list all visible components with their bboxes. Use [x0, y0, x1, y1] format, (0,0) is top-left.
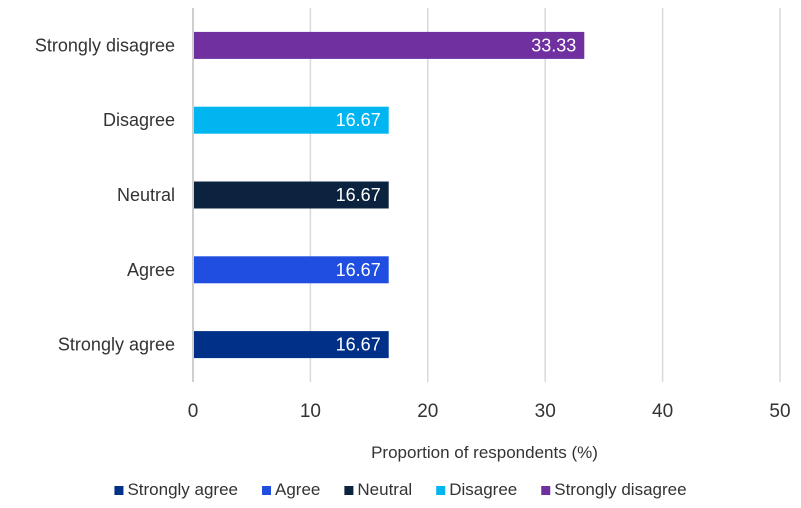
- x-tick-label-10: 10: [300, 401, 321, 422]
- x-tick-labels: 0 10 20 30 40 50: [188, 401, 791, 422]
- data-label-disagree: 16.67: [336, 110, 381, 130]
- category-label-strongly-disagree: Strongly disagree: [35, 35, 175, 55]
- bar-agree: [194, 256, 389, 284]
- category-label-agree: Agree: [127, 260, 175, 280]
- category-label-disagree: Disagree: [103, 110, 175, 130]
- bar-disagree: [194, 106, 389, 134]
- category-label-strongly-agree: Strongly agree: [58, 335, 175, 355]
- legend-item-disagree: Disagree: [436, 480, 517, 499]
- x-tick-label-40: 40: [652, 401, 673, 422]
- legend-swatch-agree: [262, 486, 272, 495]
- legend-label-neutral: Neutral: [357, 480, 412, 499]
- data-label-neutral: 16.67: [336, 185, 381, 205]
- legend-label-strongly-disagree: Strongly disagree: [554, 480, 686, 499]
- x-tick-label-0: 0: [188, 401, 199, 422]
- legend-item-agree: Agree: [262, 480, 320, 499]
- legend-item-strongly-agree: Strongly agree: [114, 480, 238, 499]
- data-label-strongly-disagree: 33.33: [531, 35, 576, 55]
- legend: Strongly agree Agree Neutral Disagree Strong…: [114, 480, 687, 499]
- bar-strongly-agree: [194, 331, 389, 359]
- legend-label-strongly-agree: Strongly agree: [127, 480, 238, 499]
- legend-item-neutral: Neutral: [344, 480, 412, 499]
- category-labels: Strongly agree Agree Neutral Disagree Strong…: [35, 35, 175, 354]
- legend-item-strongly-disagree: Strongly disagree: [541, 480, 687, 499]
- bar-neutral: [194, 181, 389, 209]
- bar-strongly-disagree: [194, 31, 585, 59]
- data-label-strongly-agree: 16.67: [336, 335, 381, 355]
- x-axis-title: Proportion of respondents (%): [371, 443, 598, 462]
- legend-swatch-disagree: [436, 486, 446, 495]
- legend-swatch-strongly-disagree: [541, 486, 551, 495]
- legend-label-disagree: Disagree: [449, 480, 517, 499]
- legend-label-agree: Agree: [275, 480, 320, 499]
- x-tick-label-30: 30: [535, 401, 556, 422]
- legend-swatch-strongly-agree: [114, 486, 124, 495]
- gridlines: [192, 8, 781, 382]
- category-label-neutral: Neutral: [117, 185, 175, 205]
- data-label-agree: 16.67: [336, 260, 381, 280]
- x-tick-label-20: 20: [417, 401, 438, 422]
- x-tick-label-50: 50: [769, 401, 790, 422]
- legend-swatch-neutral: [344, 486, 354, 495]
- bars: 16.67 16.67 16.67 16.67 33.33: [194, 31, 585, 359]
